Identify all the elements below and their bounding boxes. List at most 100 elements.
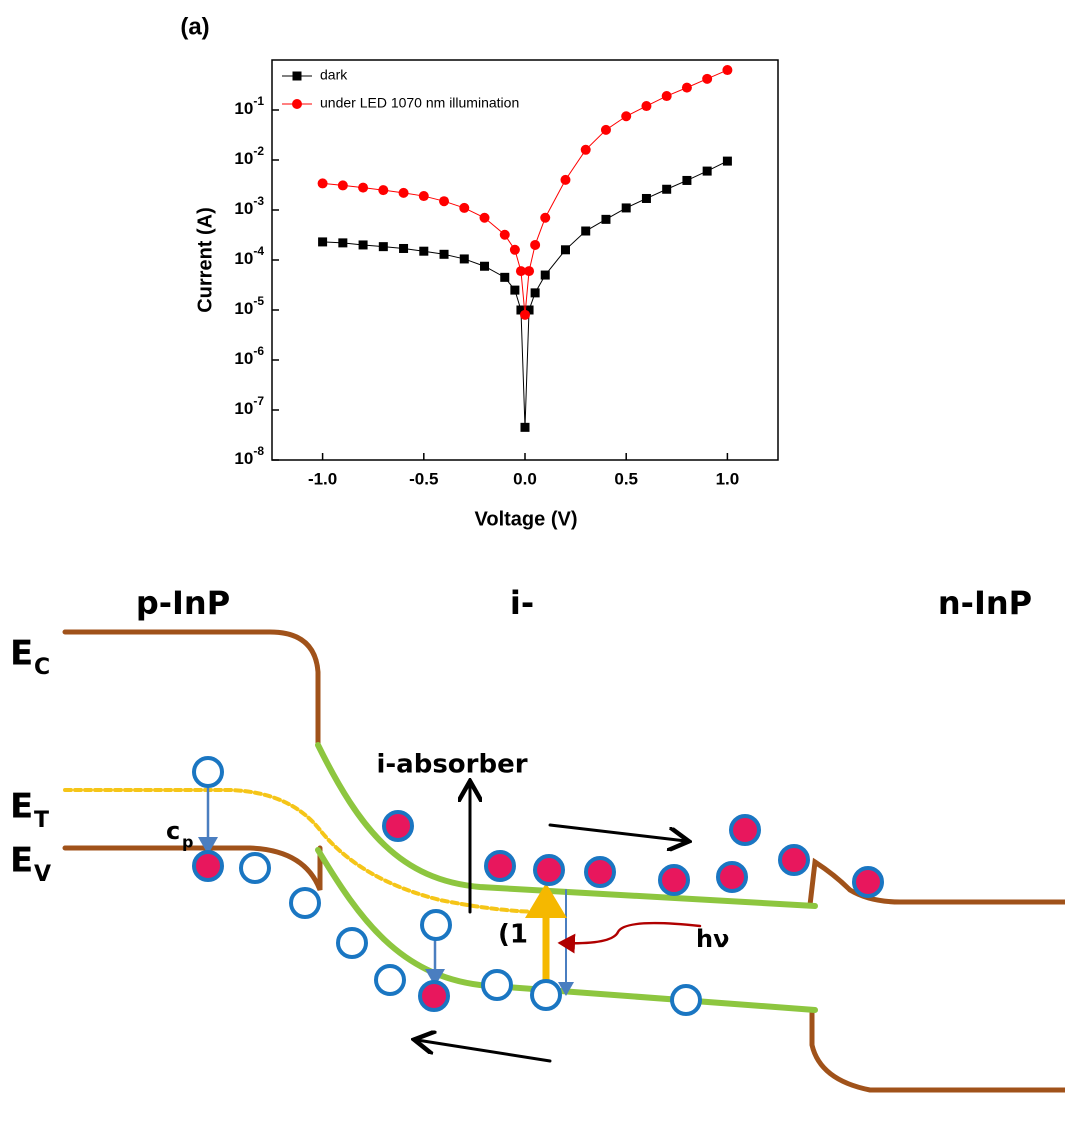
electrons [192, 810, 884, 1012]
x-tick-label: 0.5 [614, 469, 638, 488]
data-point [459, 254, 469, 264]
holes [192, 756, 702, 1016]
data-point [641, 193, 651, 203]
data-point [439, 196, 450, 207]
data-point [702, 166, 712, 176]
capture-symbol: c [166, 817, 180, 845]
data-point [439, 249, 449, 259]
data-point [702, 73, 713, 84]
data-point [499, 229, 510, 240]
y-axis-label: Current (A) [194, 207, 216, 313]
data-point [419, 246, 429, 256]
level-subscript: T [34, 808, 49, 833]
level-symbol: E [10, 634, 33, 674]
y-tick-label: 10-6 [234, 344, 264, 368]
data-point [516, 305, 526, 315]
data-point [530, 288, 540, 298]
y-tick-label: 10-1 [234, 94, 264, 118]
data-point [681, 82, 692, 93]
electron-drift-arrow [548, 823, 686, 841]
data-point [399, 243, 409, 253]
data-point [358, 240, 368, 250]
photon-arrow [557, 921, 702, 954]
legend-label: under LED 1070 nm illumination [320, 95, 519, 111]
y-tick-label: 10-8 [234, 444, 264, 468]
conduction-band-n [807, 857, 1065, 908]
data-point [621, 111, 632, 122]
photon-label: hν [696, 925, 729, 953]
data-point [520, 309, 530, 320]
capture-subscript: p [182, 833, 193, 852]
data-point [500, 272, 510, 282]
valence-band-p [62, 845, 323, 891]
region-label: i- [510, 584, 534, 622]
hole-drift-arrow [417, 1040, 552, 1063]
conduction-band-i [315, 742, 818, 909]
x-axis-label: Voltage (V) [475, 508, 578, 530]
data-point [621, 203, 631, 213]
data-point [337, 180, 348, 191]
region-label: p-InP [136, 584, 230, 622]
data-point [378, 242, 388, 252]
valence-band-n [809, 1007, 1065, 1093]
data-point [540, 212, 551, 223]
data-point [662, 184, 672, 194]
data-point [378, 185, 389, 196]
data-point [515, 266, 526, 277]
data-point [510, 285, 520, 295]
x-tick-label: -1.0 [308, 469, 337, 488]
region-label: n-InP [938, 584, 1032, 622]
y-tick-label: 10-2 [234, 144, 264, 168]
data-point [580, 144, 591, 155]
valence-band-i [315, 847, 818, 1013]
level-symbol: E [10, 841, 33, 881]
x-tick-label: 0.0 [513, 469, 537, 488]
data-point [682, 175, 692, 185]
data-point [722, 65, 733, 76]
legend-marker [292, 99, 302, 109]
level-subscript: C [34, 655, 50, 680]
transition-label: (1 [498, 920, 528, 950]
trap-level [63, 788, 547, 914]
legend-label: dark [320, 67, 348, 83]
y-tick-label: 10-5 [234, 294, 264, 318]
data-point [524, 266, 535, 277]
data-point [560, 245, 570, 255]
data-point [459, 202, 470, 213]
legend-marker [292, 71, 302, 81]
level-symbol: E [10, 787, 33, 827]
data-point [479, 212, 490, 223]
data-point [560, 174, 571, 185]
plot-frame [271, 59, 779, 461]
data-point [318, 237, 328, 247]
panel-label: (a) [180, 13, 209, 40]
data-point [317, 178, 328, 189]
x-tick-label: -0.5 [409, 469, 438, 488]
y-tick-label: 10-4 [234, 244, 264, 268]
y-tick-label: 10-3 [234, 194, 264, 218]
data-point [540, 270, 550, 280]
x-tick-label: 1.0 [716, 469, 740, 488]
data-point [398, 187, 409, 198]
data-point [358, 182, 369, 193]
data-point [524, 305, 534, 315]
level-subscript: V [34, 862, 51, 887]
data-point [520, 422, 530, 432]
data-point [338, 238, 348, 248]
data-point [661, 91, 672, 102]
band-diagram [62, 629, 1065, 1093]
data-point [600, 124, 611, 135]
data-point [641, 101, 652, 112]
y-tick-label: 10-7 [234, 394, 264, 418]
data-point [530, 239, 541, 250]
series-line [322, 160, 728, 428]
absorber-label: i-absorber [376, 750, 527, 780]
data-point [581, 226, 591, 236]
data-point [722, 156, 732, 166]
data-point [601, 214, 611, 224]
data-point [509, 244, 520, 255]
data-point [418, 191, 429, 202]
data-point [480, 261, 490, 271]
